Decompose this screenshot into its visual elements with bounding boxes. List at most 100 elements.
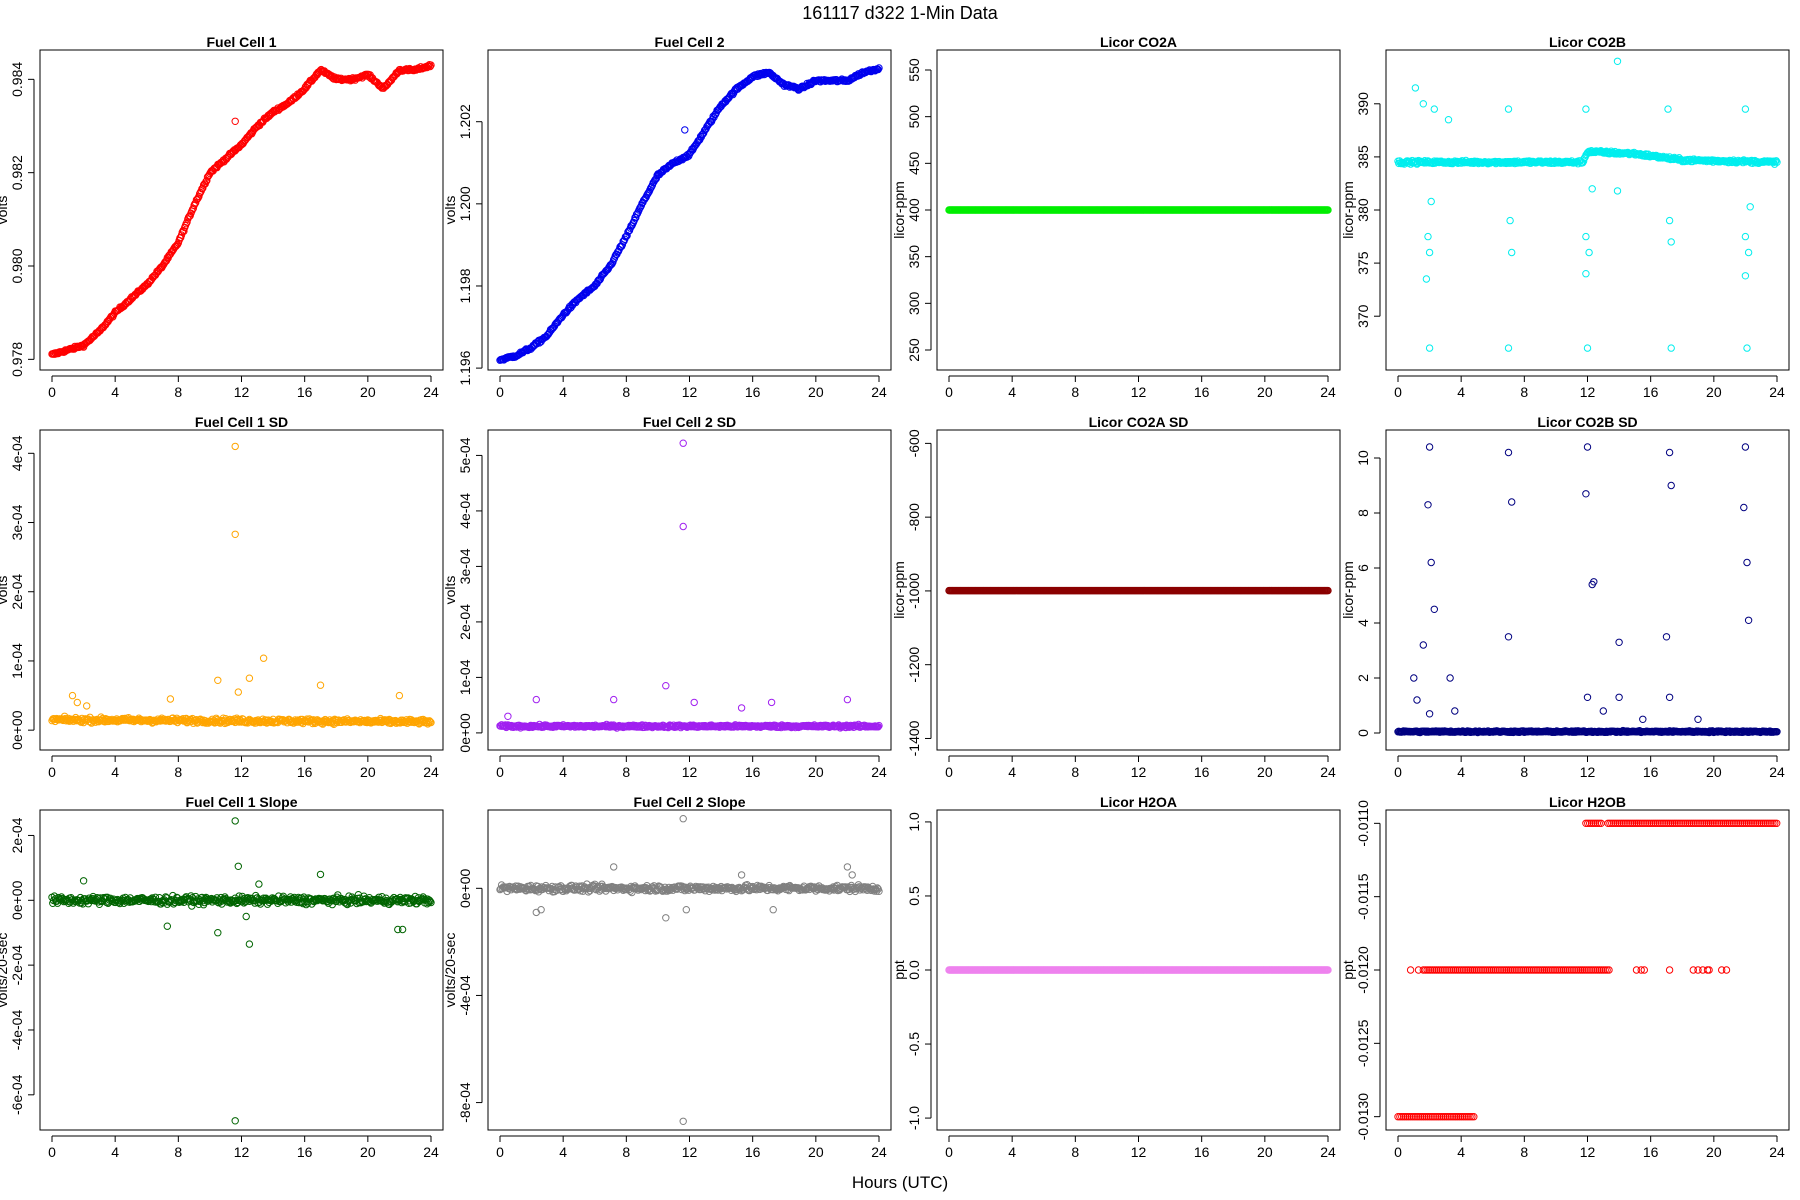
y-axis-label: volts/20-sec	[0, 933, 10, 1008]
outlier-point	[1583, 693, 1592, 701]
outlier-point	[231, 530, 239, 538]
outlier-point	[231, 817, 239, 825]
x-tick-label: 8	[174, 1144, 182, 1160]
outlier-point	[316, 681, 325, 689]
x-tick-label: 16	[745, 764, 761, 780]
y-tick-label: 370	[1355, 304, 1371, 328]
outlier-point	[1613, 187, 1622, 195]
data-point	[199, 184, 207, 192]
x-axis: 0 4 8 12 16 20 24	[48, 1135, 439, 1160]
outlier-point	[234, 862, 243, 870]
x-tick-label: 8	[1071, 384, 1079, 400]
panel-title: Fuel Cell 1	[206, 34, 276, 50]
x-tick-label: 0	[945, 764, 953, 780]
outlier-point	[690, 698, 698, 707]
plot-frame	[936, 49, 1341, 371]
data-point	[640, 195, 649, 204]
plot-frame	[1385, 49, 1790, 371]
x-tick-label: 16	[1194, 764, 1210, 780]
x-tick-label: 4	[1457, 764, 1465, 780]
outlier-point	[255, 880, 263, 888]
panel-title: Fuel Cell 2 SD	[643, 414, 736, 430]
outlier-point	[1504, 633, 1513, 641]
panel-title: Fuel Cell 2	[654, 34, 724, 50]
x-tick-label: 0	[1394, 764, 1402, 780]
data-point	[173, 241, 181, 249]
x-tick-label: 20	[360, 764, 376, 780]
x-tick-label: 24	[1769, 764, 1785, 780]
outlier-point	[1411, 84, 1420, 92]
outlier-point	[163, 922, 172, 930]
x-axis: 0 4 8 12 16 20 24	[945, 375, 1336, 400]
data-points	[48, 60, 435, 358]
outlier-point	[245, 674, 254, 682]
panel-title: Licor CO2A	[1100, 34, 1177, 50]
y-tick-label: -1200	[906, 647, 922, 683]
x-tick-label: 0	[48, 764, 56, 780]
x-tick-label: 16	[745, 384, 761, 400]
outlier-point	[1585, 248, 1593, 257]
x-tick-label: 4	[559, 1144, 567, 1160]
x-tick-label: 8	[622, 1144, 630, 1160]
x-tick-label: 0	[48, 1144, 56, 1160]
x-tick-label: 24	[871, 1144, 887, 1160]
outlier-point	[681, 126, 689, 134]
outlier-point	[1667, 238, 1675, 246]
x-tick-label: 4	[111, 764, 119, 780]
y-tick-label: 8	[1355, 509, 1371, 517]
data-point	[875, 64, 883, 72]
panel-title: Licor CO2B	[1549, 34, 1626, 50]
y-tick-label: 4	[1355, 619, 1371, 627]
outlier-point	[1588, 185, 1596, 193]
outlier-point	[1422, 275, 1431, 283]
y-tick-label: 500	[906, 105, 922, 129]
outlier-point	[1746, 203, 1754, 211]
x-tick-label: 20	[1706, 764, 1722, 780]
x-tick-label: 12	[1580, 384, 1596, 400]
y-tick-label: 300	[906, 291, 922, 315]
data-points	[48, 817, 435, 1125]
outlier-point	[1419, 641, 1428, 649]
x-tick-label: 8	[622, 764, 630, 780]
x-tick-label: 20	[808, 384, 824, 400]
y-tick-label: 385	[1355, 145, 1371, 169]
x-tick-label: 12	[682, 764, 698, 780]
outlier-point	[1665, 448, 1674, 457]
outlier-point	[245, 940, 254, 948]
x-tick-label: 20	[808, 1144, 824, 1160]
y-tick-label: 3e-04	[9, 504, 25, 540]
outlier-point	[1740, 503, 1748, 512]
y-axis-label: licor-ppm	[891, 181, 907, 239]
outlier-point	[234, 688, 243, 696]
y-tick-label: 450	[906, 151, 922, 175]
data-point	[427, 61, 435, 69]
outlier-point	[1504, 448, 1513, 457]
y-tick-label: 0e+00	[9, 710, 25, 750]
outlier-point	[1615, 638, 1623, 646]
outlier-point	[843, 695, 852, 704]
y-axis-label: licor-ppm	[1340, 561, 1356, 619]
x-tick-label: 16	[1194, 384, 1210, 400]
x-tick-label: 20	[1257, 764, 1273, 780]
data-point	[177, 231, 186, 239]
outlier-point	[231, 1117, 239, 1125]
outlier-point	[1419, 100, 1428, 108]
panel-title: Licor CO2B SD	[1537, 414, 1637, 430]
outlier-point	[1583, 443, 1592, 451]
y-tick-label: 350	[906, 245, 922, 269]
y-tick-label: -2e-04	[9, 945, 25, 986]
y-tick-label: 1.196	[457, 350, 473, 385]
x-axis: 0 4 8 12 16 20 24	[945, 755, 1336, 780]
plot-frame	[487, 49, 892, 371]
outlier-point	[1741, 443, 1750, 451]
y-tick-label: -8e-04	[457, 1082, 473, 1123]
outlier-point	[1694, 715, 1702, 723]
outlier-point	[1410, 674, 1418, 682]
outlier-point	[1425, 344, 1434, 352]
x-tick-label: 0	[48, 384, 56, 400]
x-axis: 0 4 8 12 16 20 24	[48, 755, 439, 780]
x-tick-label: 4	[559, 764, 567, 780]
outlier-point	[1451, 707, 1459, 715]
